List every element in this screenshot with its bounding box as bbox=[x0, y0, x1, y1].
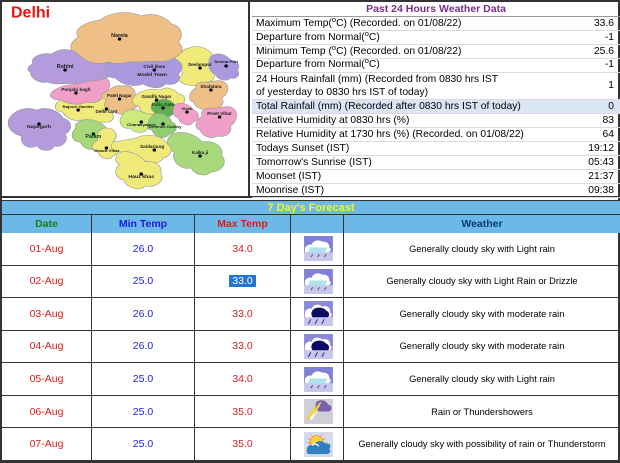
svg-text:Preet Vihar: Preet Vihar bbox=[207, 111, 232, 116]
svg-text:Defence Colony: Defence Colony bbox=[149, 124, 182, 129]
svg-text:Saidarjung: Saidarjung bbox=[140, 144, 164, 149]
svg-text:Punjabi bagh: Punjabi bagh bbox=[61, 87, 91, 92]
svg-text:Rohini: Rohini bbox=[57, 64, 74, 70]
svg-text:Patel Nagar: Patel Nagar bbox=[107, 93, 132, 98]
svg-text:Delhi: Delhi bbox=[11, 5, 50, 22]
svg-text:Vivek: Vivek bbox=[181, 106, 193, 111]
svg-text:Kalka ji: Kalka ji bbox=[192, 150, 208, 155]
svg-text:Gandhi Nagar: Gandhi Nagar bbox=[142, 94, 172, 99]
svg-text:Delhi cant: Delhi cant bbox=[96, 109, 118, 114]
svg-text:Najafgarh: Najafgarh bbox=[27, 124, 51, 130]
svg-text:Hauz khas: Hauz khas bbox=[128, 174, 154, 180]
svg-text:Palam: Palam bbox=[85, 134, 101, 140]
svg-text:India Gate: India Gate bbox=[152, 102, 175, 107]
svg-text:Rajouri Garden: Rajouri Garden bbox=[63, 104, 95, 109]
svg-text:Vasant Vihar: Vasant Vihar bbox=[93, 148, 119, 153]
svg-text:Civil lines: Civil lines bbox=[143, 64, 165, 69]
svg-text:Shahdara: Shahdara bbox=[200, 84, 222, 89]
svg-text:Seelampur: Seelampur bbox=[188, 62, 212, 67]
svg-text:Model Town: Model Town bbox=[137, 72, 167, 78]
svg-text:Seema Puri: Seema Puri bbox=[214, 59, 238, 64]
svg-text:Narela: Narela bbox=[111, 33, 128, 39]
